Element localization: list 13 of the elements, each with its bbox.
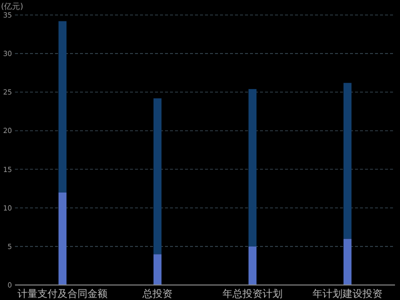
bar	[58, 21, 66, 192]
bar	[248, 246, 256, 285]
x-tick-label: 总投资	[142, 288, 172, 300]
x-tick-label: 年计划建设投资	[312, 288, 382, 300]
bar	[248, 89, 256, 246]
bar	[344, 82, 352, 239]
bar	[344, 238, 352, 285]
x-tick-label: 年总投资计划	[222, 288, 282, 300]
x-tick-label: 计量支付及合同金额	[18, 288, 108, 300]
bar	[58, 192, 66, 285]
y-axis-title: (亿元)	[1, 2, 24, 11]
bar	[154, 254, 162, 285]
bar	[154, 98, 162, 254]
